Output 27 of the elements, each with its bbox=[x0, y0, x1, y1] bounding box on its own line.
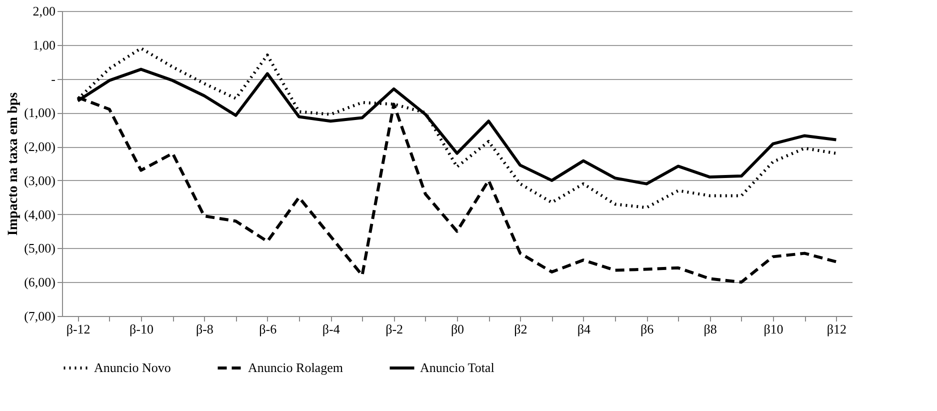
y-axis-title: Impacto na taxa em bps bbox=[6, 92, 22, 236]
y-tick-label: (4,00) bbox=[24, 206, 56, 222]
y-tick-label: (1,00) bbox=[24, 105, 56, 120]
y-tick-label: (6,00) bbox=[24, 274, 56, 290]
legend-label: Anuncio Rolagem bbox=[248, 360, 343, 375]
x-tick-label: β-4 bbox=[322, 322, 340, 336]
x-tick-label: β-6 bbox=[259, 322, 278, 336]
y-tick-label: - bbox=[51, 71, 56, 86]
y-tick-label: (3,00) bbox=[24, 172, 56, 188]
legend-label: Anuncio Novo bbox=[94, 360, 171, 375]
x-tick-label: β2 bbox=[514, 322, 528, 336]
x-tick-label: β4 bbox=[577, 322, 591, 336]
x-tick-label: β-8 bbox=[196, 322, 214, 336]
legend-label: Anuncio Total bbox=[420, 360, 495, 375]
x-tick-label: β-10 bbox=[130, 322, 154, 336]
x-tick-label: β-2 bbox=[386, 322, 404, 336]
x-tick-label: β-12 bbox=[66, 322, 90, 336]
x-tick-label: β8 bbox=[704, 322, 717, 336]
x-tick-label: β10 bbox=[764, 322, 784, 336]
x-tick-label: β6 bbox=[640, 322, 654, 336]
y-tick-label: (7,00) bbox=[24, 308, 56, 324]
y-tick-label: (5,00) bbox=[24, 240, 56, 256]
y-tick-label: (2,00) bbox=[24, 139, 56, 154]
y-tick-label: 1,00 bbox=[32, 37, 56, 52]
x-tick-label: β12 bbox=[826, 322, 847, 336]
x-tick-label: β0 bbox=[450, 322, 464, 336]
y-tick-label: 2,00 bbox=[32, 4, 56, 18]
